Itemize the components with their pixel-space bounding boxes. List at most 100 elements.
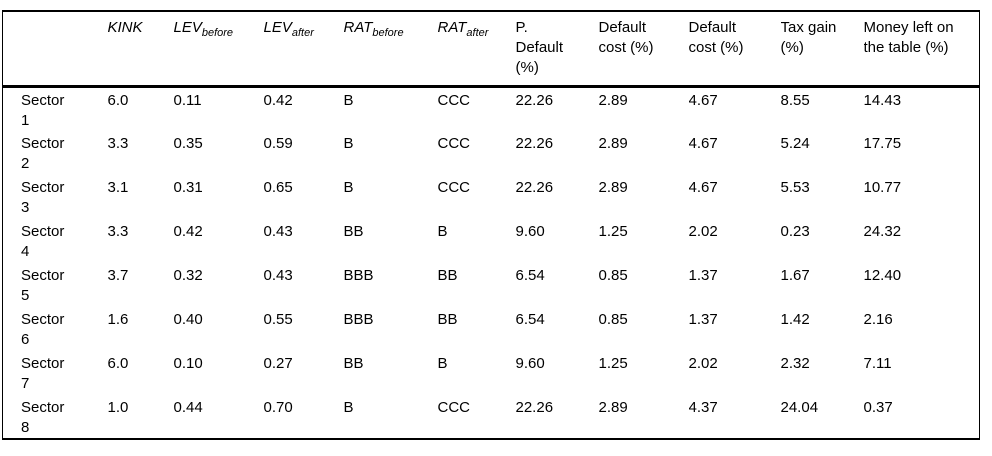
col-header-lev-before: LEVbefore: [173, 11, 264, 88]
cell-kink: 3.1: [107, 178, 129, 196]
row-label: Sector 6: [21, 310, 65, 348]
cell-tax-gain: 24.04: [780, 398, 819, 416]
col-header-default-cost-1: Default cost (%): [598, 11, 689, 88]
cell-tax-gain: 8.55: [780, 91, 810, 109]
cell-kink: 3.7: [107, 266, 129, 284]
cell-lev-before: 0.31: [173, 178, 203, 196]
cell-default-cost-2: 2.02: [688, 222, 718, 240]
cell-p-default: 6.54: [515, 310, 545, 328]
row-label: Sector 8: [21, 398, 65, 436]
cell-rat-after: B: [437, 222, 448, 240]
cell-default-cost-2: 2.02: [688, 354, 718, 372]
cell-rat-before: BB: [343, 354, 364, 372]
cell-rat-before: BBB: [343, 310, 374, 328]
cell-money-left: 2.16: [863, 310, 893, 328]
cell-p-default: 22.26: [515, 134, 554, 152]
cell-lev-before: 0.44: [173, 398, 203, 416]
col-header-rat-before: RATbefore: [343, 11, 438, 88]
cell-lev-after: 0.70: [263, 398, 293, 416]
cell-rat-after: CCC: [437, 398, 471, 416]
cell-lev-before: 0.32: [173, 266, 203, 284]
cell-default-cost-1: 1.25: [598, 222, 628, 240]
cell-default-cost-2: 4.67: [688, 134, 718, 152]
cell-kink: 1.6: [107, 310, 129, 328]
cell-rat-after: CCC: [437, 134, 471, 152]
row-label: Sector 3: [21, 178, 65, 216]
cell-money-left: 24.32: [863, 222, 902, 240]
results-table: KINK LEVbefore LEVafter RATbefore RATaft…: [2, 10, 980, 440]
cell-rat-before: B: [343, 178, 354, 196]
cell-kink: 1.0: [107, 398, 129, 416]
cell-rat-after: CCC: [437, 91, 471, 109]
cell-lev-after: 0.27: [263, 354, 293, 372]
row-label: Sector 4: [21, 222, 65, 260]
cell-default-cost-2: 1.37: [688, 266, 718, 284]
cell-money-left: 0.37: [863, 398, 893, 416]
cell-tax-gain: 2.32: [780, 354, 810, 372]
col-header-p-default: P. Default (%): [515, 11, 599, 88]
cell-lev-before: 0.11: [173, 91, 202, 109]
cell-money-left: 17.75: [863, 134, 902, 152]
row-label: Sector 1: [21, 91, 65, 129]
cell-default-cost-1: 0.85: [598, 310, 628, 328]
cell-rat-before: B: [343, 398, 354, 416]
row-label: Sector 7: [21, 354, 65, 392]
cell-lev-before: 0.10: [173, 354, 203, 372]
cell-p-default: 22.26: [515, 91, 554, 109]
cell-lev-after: 0.59: [263, 134, 293, 152]
cell-rat-before: BB: [343, 222, 364, 240]
col-header-rat-after: RATafter: [437, 11, 516, 88]
cell-tax-gain: 1.67: [780, 266, 810, 284]
cell-default-cost-1: 0.85: [598, 266, 628, 284]
col-header-lev-after: LEVafter: [263, 11, 344, 88]
cell-default-cost-1: 2.89: [598, 134, 628, 152]
cell-lev-before: 0.40: [173, 310, 203, 328]
table-row: Sector 8 1.0 0.44 0.70 B CCC 22.26 2.89 …: [3, 395, 980, 439]
cell-rat-after: B: [437, 354, 448, 372]
cell-money-left: 10.77: [863, 178, 902, 196]
cell-rat-after: CCC: [437, 178, 471, 196]
cell-p-default: 9.60: [515, 222, 545, 240]
cell-money-left: 14.43: [863, 91, 902, 109]
row-label: Sector 2: [21, 134, 65, 172]
cell-kink: 3.3: [107, 222, 129, 240]
table-row: Sector 3 3.1 0.31 0.65 B CCC 22.26 2.89 …: [3, 175, 980, 219]
cell-kink: 6.0: [107, 91, 129, 109]
cell-default-cost-1: 2.89: [598, 91, 628, 109]
cell-default-cost-1: 2.89: [598, 178, 628, 196]
cell-tax-gain: 1.42: [780, 310, 810, 328]
cell-tax-gain: 5.53: [780, 178, 810, 196]
cell-lev-before: 0.42: [173, 222, 203, 240]
cell-p-default: 22.26: [515, 178, 554, 196]
cell-tax-gain: 0.23: [780, 222, 810, 240]
cell-tax-gain: 5.24: [780, 134, 810, 152]
cell-rat-after: BB: [437, 310, 458, 328]
cell-rat-before: B: [343, 91, 354, 109]
table-row: Sector 1 6.0 0.11 0.42 B CCC 22.26 2.89 …: [3, 86, 980, 131]
cell-default-cost-1: 1.25: [598, 354, 628, 372]
cell-rat-before: BBB: [343, 266, 374, 284]
cell-money-left: 12.40: [863, 266, 902, 284]
cell-p-default: 22.26: [515, 398, 554, 416]
table-row: Sector 7 6.0 0.10 0.27 BB B 9.60 1.25 2.…: [3, 351, 980, 395]
cell-rat-after: BB: [437, 266, 458, 284]
table-row: Sector 4 3.3 0.42 0.43 BB B 9.60 1.25 2.…: [3, 219, 980, 263]
cell-default-cost-2: 4.37: [688, 398, 718, 416]
table-row: Sector 5 3.7 0.32 0.43 BBB BB 6.54 0.85 …: [3, 263, 980, 307]
cell-default-cost-2: 4.67: [688, 91, 718, 109]
col-header-kink: KINK: [107, 11, 174, 88]
cell-lev-after: 0.43: [263, 266, 293, 284]
cell-p-default: 9.60: [515, 354, 545, 372]
cell-default-cost-2: 4.67: [688, 178, 718, 196]
cell-lev-after: 0.55: [263, 310, 293, 328]
cell-default-cost-2: 1.37: [688, 310, 718, 328]
cell-rat-before: B: [343, 134, 354, 152]
cell-lev-after: 0.65: [263, 178, 293, 196]
cell-lev-after: 0.43: [263, 222, 293, 240]
cell-default-cost-1: 2.89: [598, 398, 628, 416]
cell-lev-after: 0.42: [263, 91, 293, 109]
cell-p-default: 6.54: [515, 266, 545, 284]
table-row: Sector 2 3.3 0.35 0.59 B CCC 22.26 2.89 …: [3, 131, 980, 175]
col-header-default-cost-2: Default cost (%): [688, 11, 781, 88]
col-header-money-left: Money left on the table (%): [863, 11, 980, 88]
